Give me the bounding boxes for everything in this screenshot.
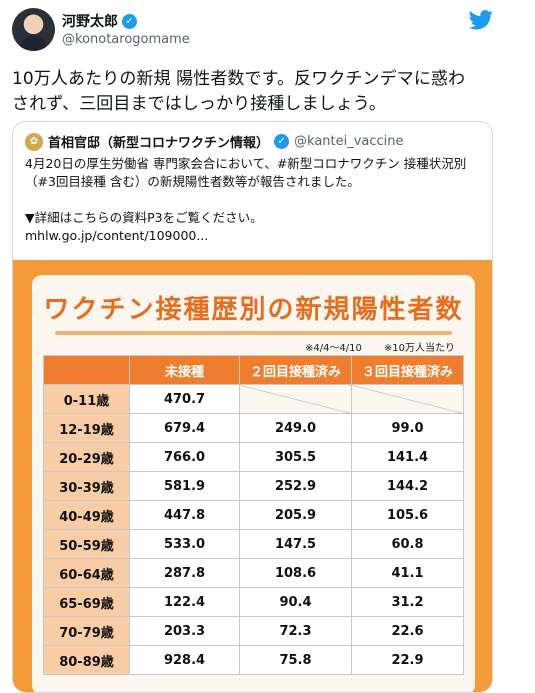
- table-header-row: 未接種 ２回目接種済み ３回目接種済み: [43, 355, 464, 385]
- title-underline: [55, 331, 452, 335]
- quoted-author-name[interactable]: 首相官邸（新型コロナワクチン情報）: [48, 136, 270, 151]
- quoted-tweet-header: ✿ 首相官邸（新型コロナワクチン情報） ✓ @kantei_vaccine: [25, 132, 404, 151]
- empty-cell: [239, 384, 352, 414]
- tweet-image[interactable]: ワクチン接種歴別の新規陽性者数 ※4/4〜4/10 ※10万人当たり 未接種 ２回…: [13, 260, 492, 692]
- table-header-cell: ３回目接種済み: [351, 355, 464, 385]
- table-row: 0-11歳 470.7: [43, 384, 464, 414]
- age-group-cell: 50-59歳: [43, 529, 130, 559]
- unit-note: ※10万人当たり: [383, 343, 455, 354]
- value-cell: 141.4: [351, 442, 464, 472]
- age-group-cell: 0-11歳: [43, 384, 130, 414]
- value-cell: 90.4: [239, 587, 352, 617]
- table-row: 40-49歳 447.8 205.9 105.6: [43, 500, 464, 530]
- age-group-cell: 65-69歳: [43, 587, 130, 617]
- table-header-cell: ２回目接種済み: [239, 355, 352, 385]
- age-group-cell: 60-64歳: [43, 558, 130, 588]
- value-cell: 105.6: [351, 500, 464, 530]
- avatar[interactable]: [12, 8, 55, 51]
- age-group-cell: 30-39歳: [43, 471, 130, 501]
- value-cell: 581.9: [129, 471, 240, 501]
- author-row: 河野太郎 ✓: [62, 11, 137, 31]
- value-cell: 766.0: [129, 442, 240, 472]
- value-cell: 928.4: [129, 645, 240, 675]
- table-row: 80-89歳 928.4 75.8 22.9: [43, 645, 464, 675]
- value-cell: 122.4: [129, 587, 240, 617]
- table-header-cell: 未接種: [129, 355, 240, 385]
- table-row: 65-69歳 122.4 90.4 31.2: [43, 587, 464, 617]
- value-cell: 31.2: [351, 587, 464, 617]
- empty-cell: [351, 384, 464, 414]
- quoted-tweet-text: 4月20日の厚生労働省 専門家会合において、#新型コロナワクチン 接種状況別（#…: [25, 156, 467, 243]
- value-cell: 60.8: [351, 529, 464, 559]
- author-name[interactable]: 河野太郎: [62, 14, 118, 30]
- value-cell: 99.0: [351, 413, 464, 443]
- value-cell: 447.8: [129, 500, 240, 530]
- infographic-notes: ※4/4〜4/10 ※10万人当たり: [305, 339, 455, 354]
- value-cell: 72.3: [239, 616, 352, 646]
- value-cell: 679.4: [129, 413, 240, 443]
- table-row: 60-64歳 287.8 108.6 41.1: [43, 558, 464, 588]
- age-group-cell: 12-19歳: [43, 413, 130, 443]
- table-body: 0-11歳 470.7 12-19歳 679.4 249.0 99.0 20-29歳 766.…: [43, 384, 464, 675]
- age-group-cell: 80-89歳: [43, 645, 130, 675]
- value-cell: 75.8: [239, 645, 352, 675]
- period-note: ※4/4〜4/10: [304, 343, 362, 354]
- infographic-title: ワクチン接種歴別の新規陽性者数: [43, 295, 464, 325]
- author-handle[interactable]: @konotarogomame: [62, 32, 190, 47]
- twitter-bird-icon[interactable]: [469, 10, 493, 30]
- value-cell: 205.9: [239, 500, 352, 530]
- value-cell: 147.5: [239, 529, 352, 559]
- value-cell: 108.6: [239, 558, 352, 588]
- quoted-author-handle[interactable]: @kantei_vaccine: [294, 134, 404, 149]
- quoted-verified-badge-icon: ✓: [274, 134, 290, 149]
- value-cell: 22.9: [351, 645, 464, 675]
- value-cell: 203.3: [129, 616, 240, 646]
- kantei-logo-icon: ✿: [25, 132, 43, 151]
- age-group-cell: 70-79歳: [43, 616, 130, 646]
- infographic-card: ワクチン接種歴別の新規陽性者数 ※4/4〜4/10 ※10万人当たり 未接種 ２回…: [32, 275, 475, 692]
- value-cell: 287.8: [129, 558, 240, 588]
- value-cell: 41.1: [351, 558, 464, 588]
- value-cell: 249.0: [239, 413, 352, 443]
- value-cell: 144.2: [351, 471, 464, 501]
- value-cell: 533.0: [129, 529, 240, 559]
- value-cell: 22.6: [351, 616, 464, 646]
- value-cell: 470.7: [129, 384, 240, 414]
- table-row: 20-29歳 766.0 305.5 141.4: [43, 442, 464, 472]
- table-row: 50-59歳 533.0 147.5 60.8: [43, 529, 464, 559]
- table-row: 30-39歳 581.9 252.9 144.2: [43, 471, 464, 501]
- verified-badge-icon: ✓: [122, 13, 137, 29]
- value-cell: 305.5: [239, 442, 352, 472]
- value-cell: 252.9: [239, 471, 352, 501]
- age-group-cell: 40-49歳: [43, 500, 130, 530]
- table-row: 70-79歳 203.3 72.3 22.6: [43, 616, 464, 646]
- table-header-corner: [43, 355, 130, 385]
- table-row: 12-19歳 679.4 249.0 99.0: [43, 413, 464, 443]
- positive-cases-table: 未接種 ２回目接種済み ３回目接種済み 0-11歳 470.7 12-19歳 679.4 2…: [43, 355, 464, 675]
- tweet-text: 10万人あたりの新規 陽性者数です。反ワクチンデマに惑わされず、三回目まではしっ…: [12, 69, 466, 114]
- quoted-tweet[interactable]: ✿ 首相官邸（新型コロナワクチン情報） ✓ @kantei_vaccine 4月…: [12, 121, 493, 693]
- age-group-cell: 20-29歳: [43, 442, 130, 472]
